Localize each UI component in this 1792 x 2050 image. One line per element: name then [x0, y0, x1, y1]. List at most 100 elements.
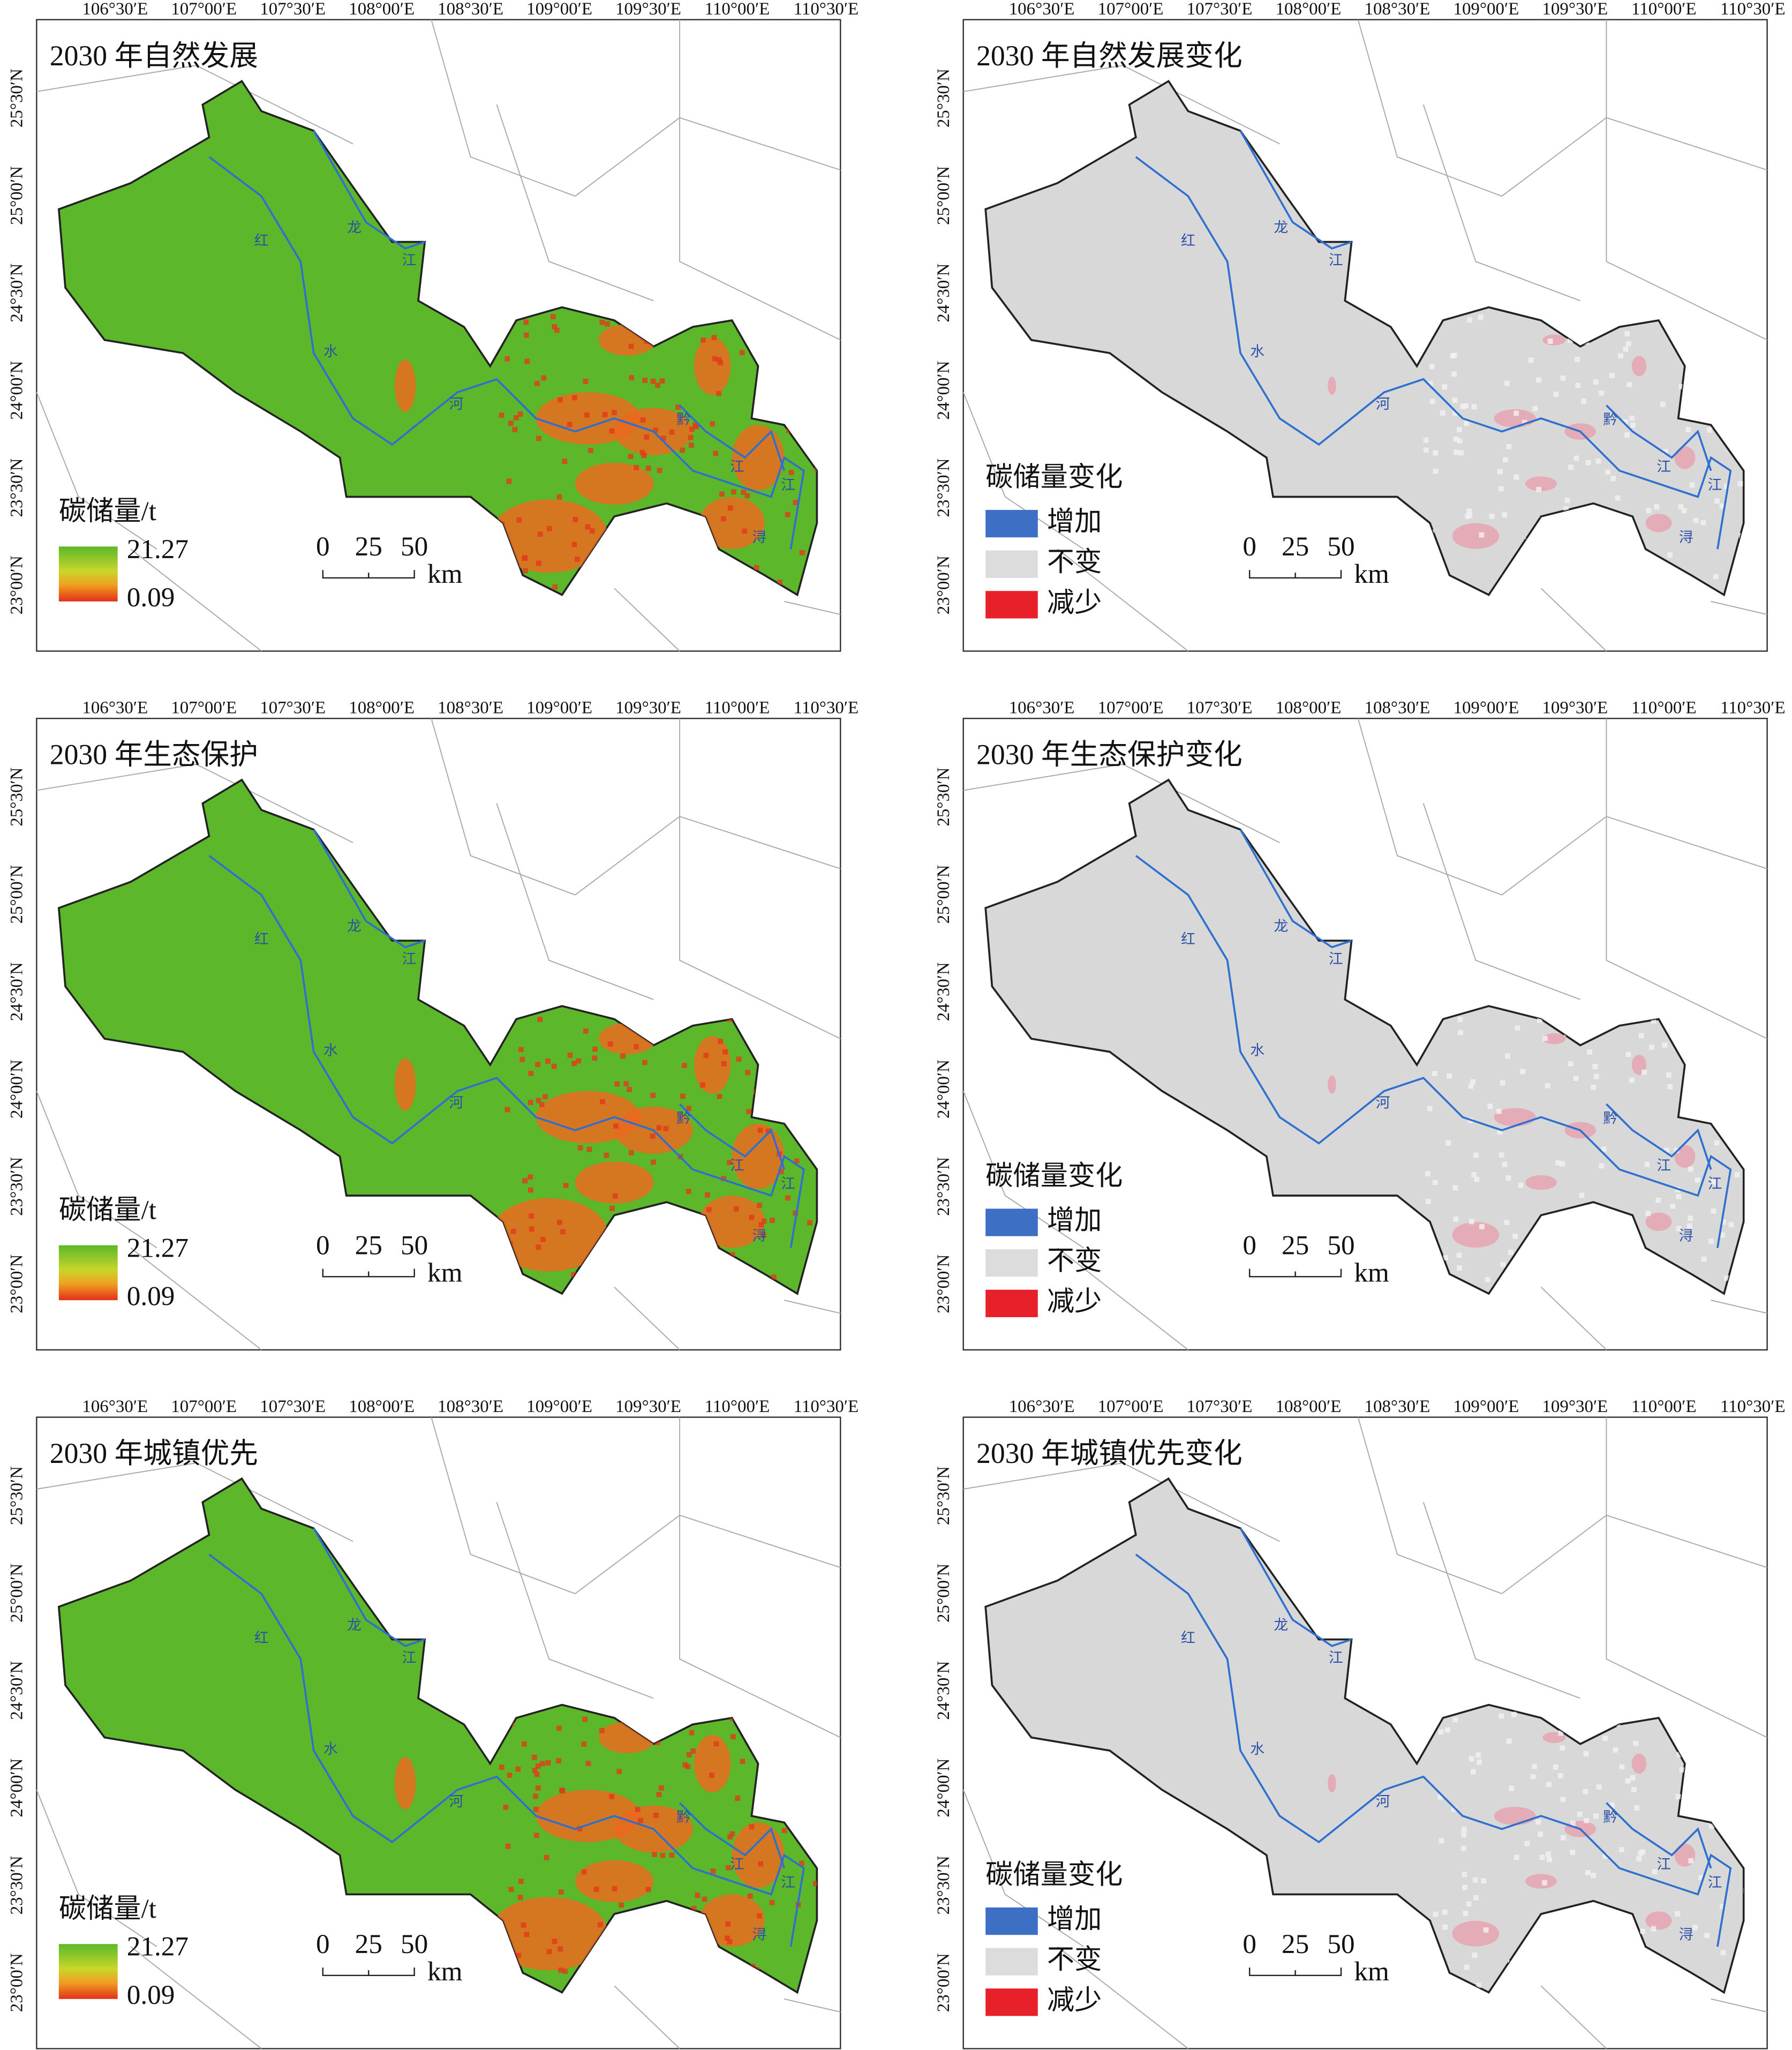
pixel — [582, 1716, 588, 1722]
pixel — [1452, 397, 1458, 403]
pixel — [1579, 1192, 1585, 1198]
pixel — [1433, 450, 1439, 456]
pixel — [710, 1868, 716, 1874]
basin — [984, 79, 1745, 597]
pixel — [1618, 353, 1623, 359]
legend-gradient — [58, 1245, 118, 1301]
change-patch — [1328, 1774, 1336, 1793]
pixel — [1711, 1208, 1716, 1214]
pixel — [725, 1935, 730, 1941]
pixel — [544, 1854, 549, 1860]
pixel — [727, 505, 733, 511]
longitude-label: 109°30′E — [615, 699, 681, 718]
change-patch — [1542, 1033, 1566, 1045]
scale-label: 25 — [355, 531, 382, 562]
pixel — [562, 1969, 568, 1974]
pixel — [781, 1828, 787, 1834]
pixel — [534, 380, 540, 386]
low-carbon-patch — [395, 1058, 416, 1111]
pixel — [634, 1044, 639, 1050]
pixel — [1714, 1140, 1720, 1146]
pixel — [533, 1806, 539, 1812]
river-label: 河 — [449, 1793, 463, 1809]
pixel — [682, 1762, 688, 1768]
legend-gradient — [58, 546, 118, 602]
pixel — [1469, 1756, 1474, 1762]
admin-boundary — [679, 19, 841, 341]
pixel — [785, 512, 790, 517]
river-label: 江 — [781, 477, 795, 493]
pixel — [1649, 1044, 1654, 1050]
pixel — [813, 1881, 817, 1887]
pixel — [620, 1053, 626, 1059]
pixel — [639, 449, 645, 455]
latitude-label: 24°00′N — [934, 1758, 953, 1817]
pixel — [695, 1893, 701, 1898]
river-label: 红 — [254, 931, 269, 947]
scale-label: 50 — [401, 1230, 428, 1260]
pixel — [709, 1773, 714, 1778]
pixel — [1457, 438, 1463, 444]
pixel — [516, 1953, 521, 1958]
admin-boundary — [1606, 718, 1768, 1040]
pixel — [1627, 381, 1632, 387]
scale-label: 0 — [316, 1230, 330, 1260]
pixel — [1734, 1172, 1740, 1178]
change-patch — [1674, 446, 1696, 469]
pixel — [645, 1887, 651, 1893]
pixel — [1467, 317, 1473, 323]
longitude-label: 109°00′E — [1453, 0, 1519, 19]
pixel — [516, 517, 522, 523]
change-patch — [1452, 1222, 1500, 1248]
pixel — [523, 332, 529, 338]
pixel — [1514, 474, 1519, 480]
longitude-label: 107°00′E — [171, 1397, 237, 1416]
pixel — [640, 417, 646, 423]
pixel — [740, 1759, 746, 1764]
pixel — [1536, 486, 1542, 492]
pixel — [1433, 468, 1439, 474]
pixel — [1605, 469, 1611, 475]
pixel — [1502, 1161, 1508, 1167]
scale-label: 25 — [1282, 1929, 1309, 1959]
pixel — [507, 1773, 513, 1778]
scale-label: 25 — [1282, 1230, 1309, 1260]
latitude-label: 25°30′N — [934, 69, 953, 127]
pixel — [1709, 1823, 1714, 1829]
scale-unit: km — [1354, 1258, 1389, 1288]
river — [1606, 404, 1712, 471]
pixel — [1511, 1711, 1517, 1717]
pixel — [655, 382, 660, 388]
admin-boundary — [36, 1091, 157, 1249]
pixel — [1629, 415, 1635, 421]
pixel — [1613, 1747, 1618, 1753]
legend-max: 21.27 — [127, 1932, 189, 1962]
pixel — [1502, 457, 1508, 463]
pixel — [627, 1087, 633, 1092]
pixel — [1666, 1072, 1671, 1078]
longitude-label: 109°00′E — [1453, 699, 1519, 718]
river-label: 龙 — [1274, 918, 1288, 934]
longitude-label: 107°30′E — [1187, 1397, 1253, 1416]
pixel — [729, 1252, 735, 1258]
pixel — [1593, 1073, 1599, 1079]
pixel — [712, 356, 718, 362]
latitude-label: 25°00′N — [934, 1564, 953, 1623]
pixel — [1432, 1180, 1438, 1185]
pixel — [1619, 1764, 1625, 1770]
pixel — [1460, 404, 1466, 409]
river-label: 红 — [1181, 232, 1195, 249]
pixel — [733, 1206, 739, 1212]
pixel — [535, 1785, 541, 1791]
latitude-label: 24°30′N — [934, 962, 953, 1021]
pixel — [541, 375, 547, 381]
pixel — [716, 357, 722, 363]
pixel — [1553, 1764, 1558, 1770]
pixel — [1704, 1933, 1710, 1938]
low-carbon-patch — [694, 1734, 731, 1793]
pixel — [1464, 1964, 1470, 1970]
pixel — [1592, 1064, 1598, 1069]
pixel — [1624, 331, 1630, 336]
pixel — [1512, 1234, 1518, 1239]
